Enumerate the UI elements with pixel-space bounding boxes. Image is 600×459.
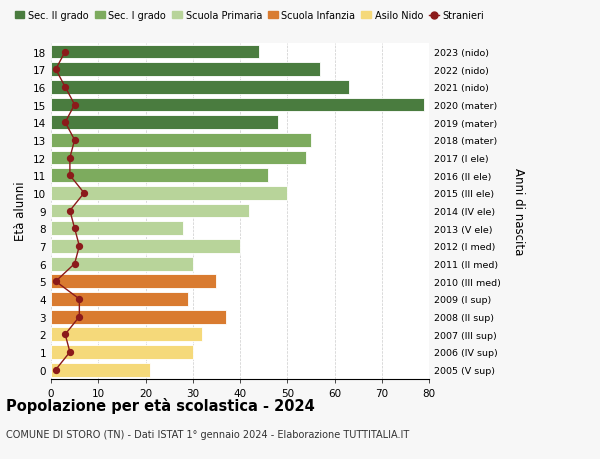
- Point: [65, 172, 75, 179]
- Y-axis label: Età alunni: Età alunni: [14, 181, 28, 241]
- Text: Popolazione per età scolastica - 2024: Popolazione per età scolastica - 2024: [6, 397, 315, 413]
- Legend: Sec. II grado, Sec. I grado, Scuola Primaria, Scuola Infanzia, Asilo Nido, Stran: Sec. II grado, Sec. I grado, Scuola Prim…: [11, 7, 488, 25]
- Point: [70, 260, 79, 268]
- Bar: [51, 63, 320, 77]
- Bar: [51, 45, 259, 59]
- Text: COMUNE DI STORO (TN) - Dati ISTAT 1° gennaio 2024 - Elaborazione TUTTITALIA.IT: COMUNE DI STORO (TN) - Dati ISTAT 1° gen…: [6, 429, 409, 439]
- Bar: [51, 328, 202, 341]
- Bar: [51, 169, 268, 183]
- Bar: [51, 81, 349, 95]
- Point: [65, 155, 75, 162]
- Point: [51, 278, 61, 285]
- Bar: [51, 275, 217, 289]
- Y-axis label: Anni di nascita: Anni di nascita: [512, 168, 525, 255]
- Point: [74, 243, 84, 250]
- Point: [74, 313, 84, 321]
- Bar: [51, 363, 150, 377]
- Bar: [51, 310, 226, 324]
- Bar: [51, 98, 424, 112]
- Point: [51, 67, 61, 74]
- Point: [70, 225, 79, 232]
- Point: [61, 84, 70, 91]
- Point: [79, 190, 89, 197]
- Bar: [51, 257, 193, 271]
- Bar: [51, 292, 188, 306]
- Point: [70, 101, 79, 109]
- Bar: [51, 204, 250, 218]
- Point: [74, 296, 84, 303]
- Bar: [51, 151, 306, 165]
- Bar: [51, 134, 311, 147]
- Point: [61, 331, 70, 338]
- Bar: [51, 345, 193, 359]
- Bar: [51, 187, 287, 201]
- Point: [61, 119, 70, 127]
- Point: [65, 348, 75, 356]
- Bar: [51, 116, 278, 130]
- Point: [51, 366, 61, 374]
- Bar: [51, 240, 240, 253]
- Bar: [51, 222, 184, 235]
- Point: [61, 49, 70, 56]
- Point: [65, 207, 75, 215]
- Point: [70, 137, 79, 144]
